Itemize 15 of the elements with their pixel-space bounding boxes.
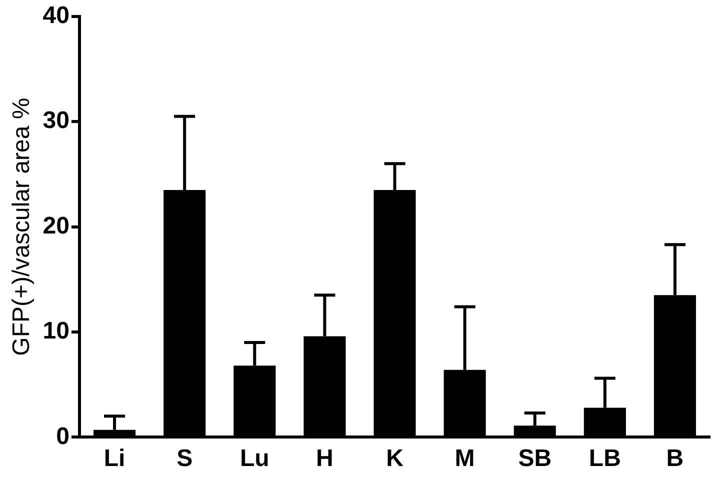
x-tick-label: Li: [104, 445, 126, 472]
y-tick-label: 30: [42, 107, 70, 134]
x-tick-label: B: [666, 445, 684, 472]
y-axis-title: GFP(+)/vascular area %: [8, 98, 36, 356]
x-tick-label: M: [454, 445, 475, 472]
y-tick-label: 10: [42, 318, 70, 345]
y-tick-label: 0: [56, 422, 70, 450]
x-tick-label: H: [316, 445, 334, 472]
x-tick-label: SB: [518, 445, 552, 472]
y-tick-label: 40: [42, 2, 70, 30]
x-tick-label: Lu: [240, 445, 270, 472]
y-tick-label: 20: [42, 212, 70, 240]
x-tick-label: K: [386, 445, 404, 472]
x-tick-label: LB: [588, 445, 621, 472]
x-tick-label: S: [176, 445, 193, 472]
